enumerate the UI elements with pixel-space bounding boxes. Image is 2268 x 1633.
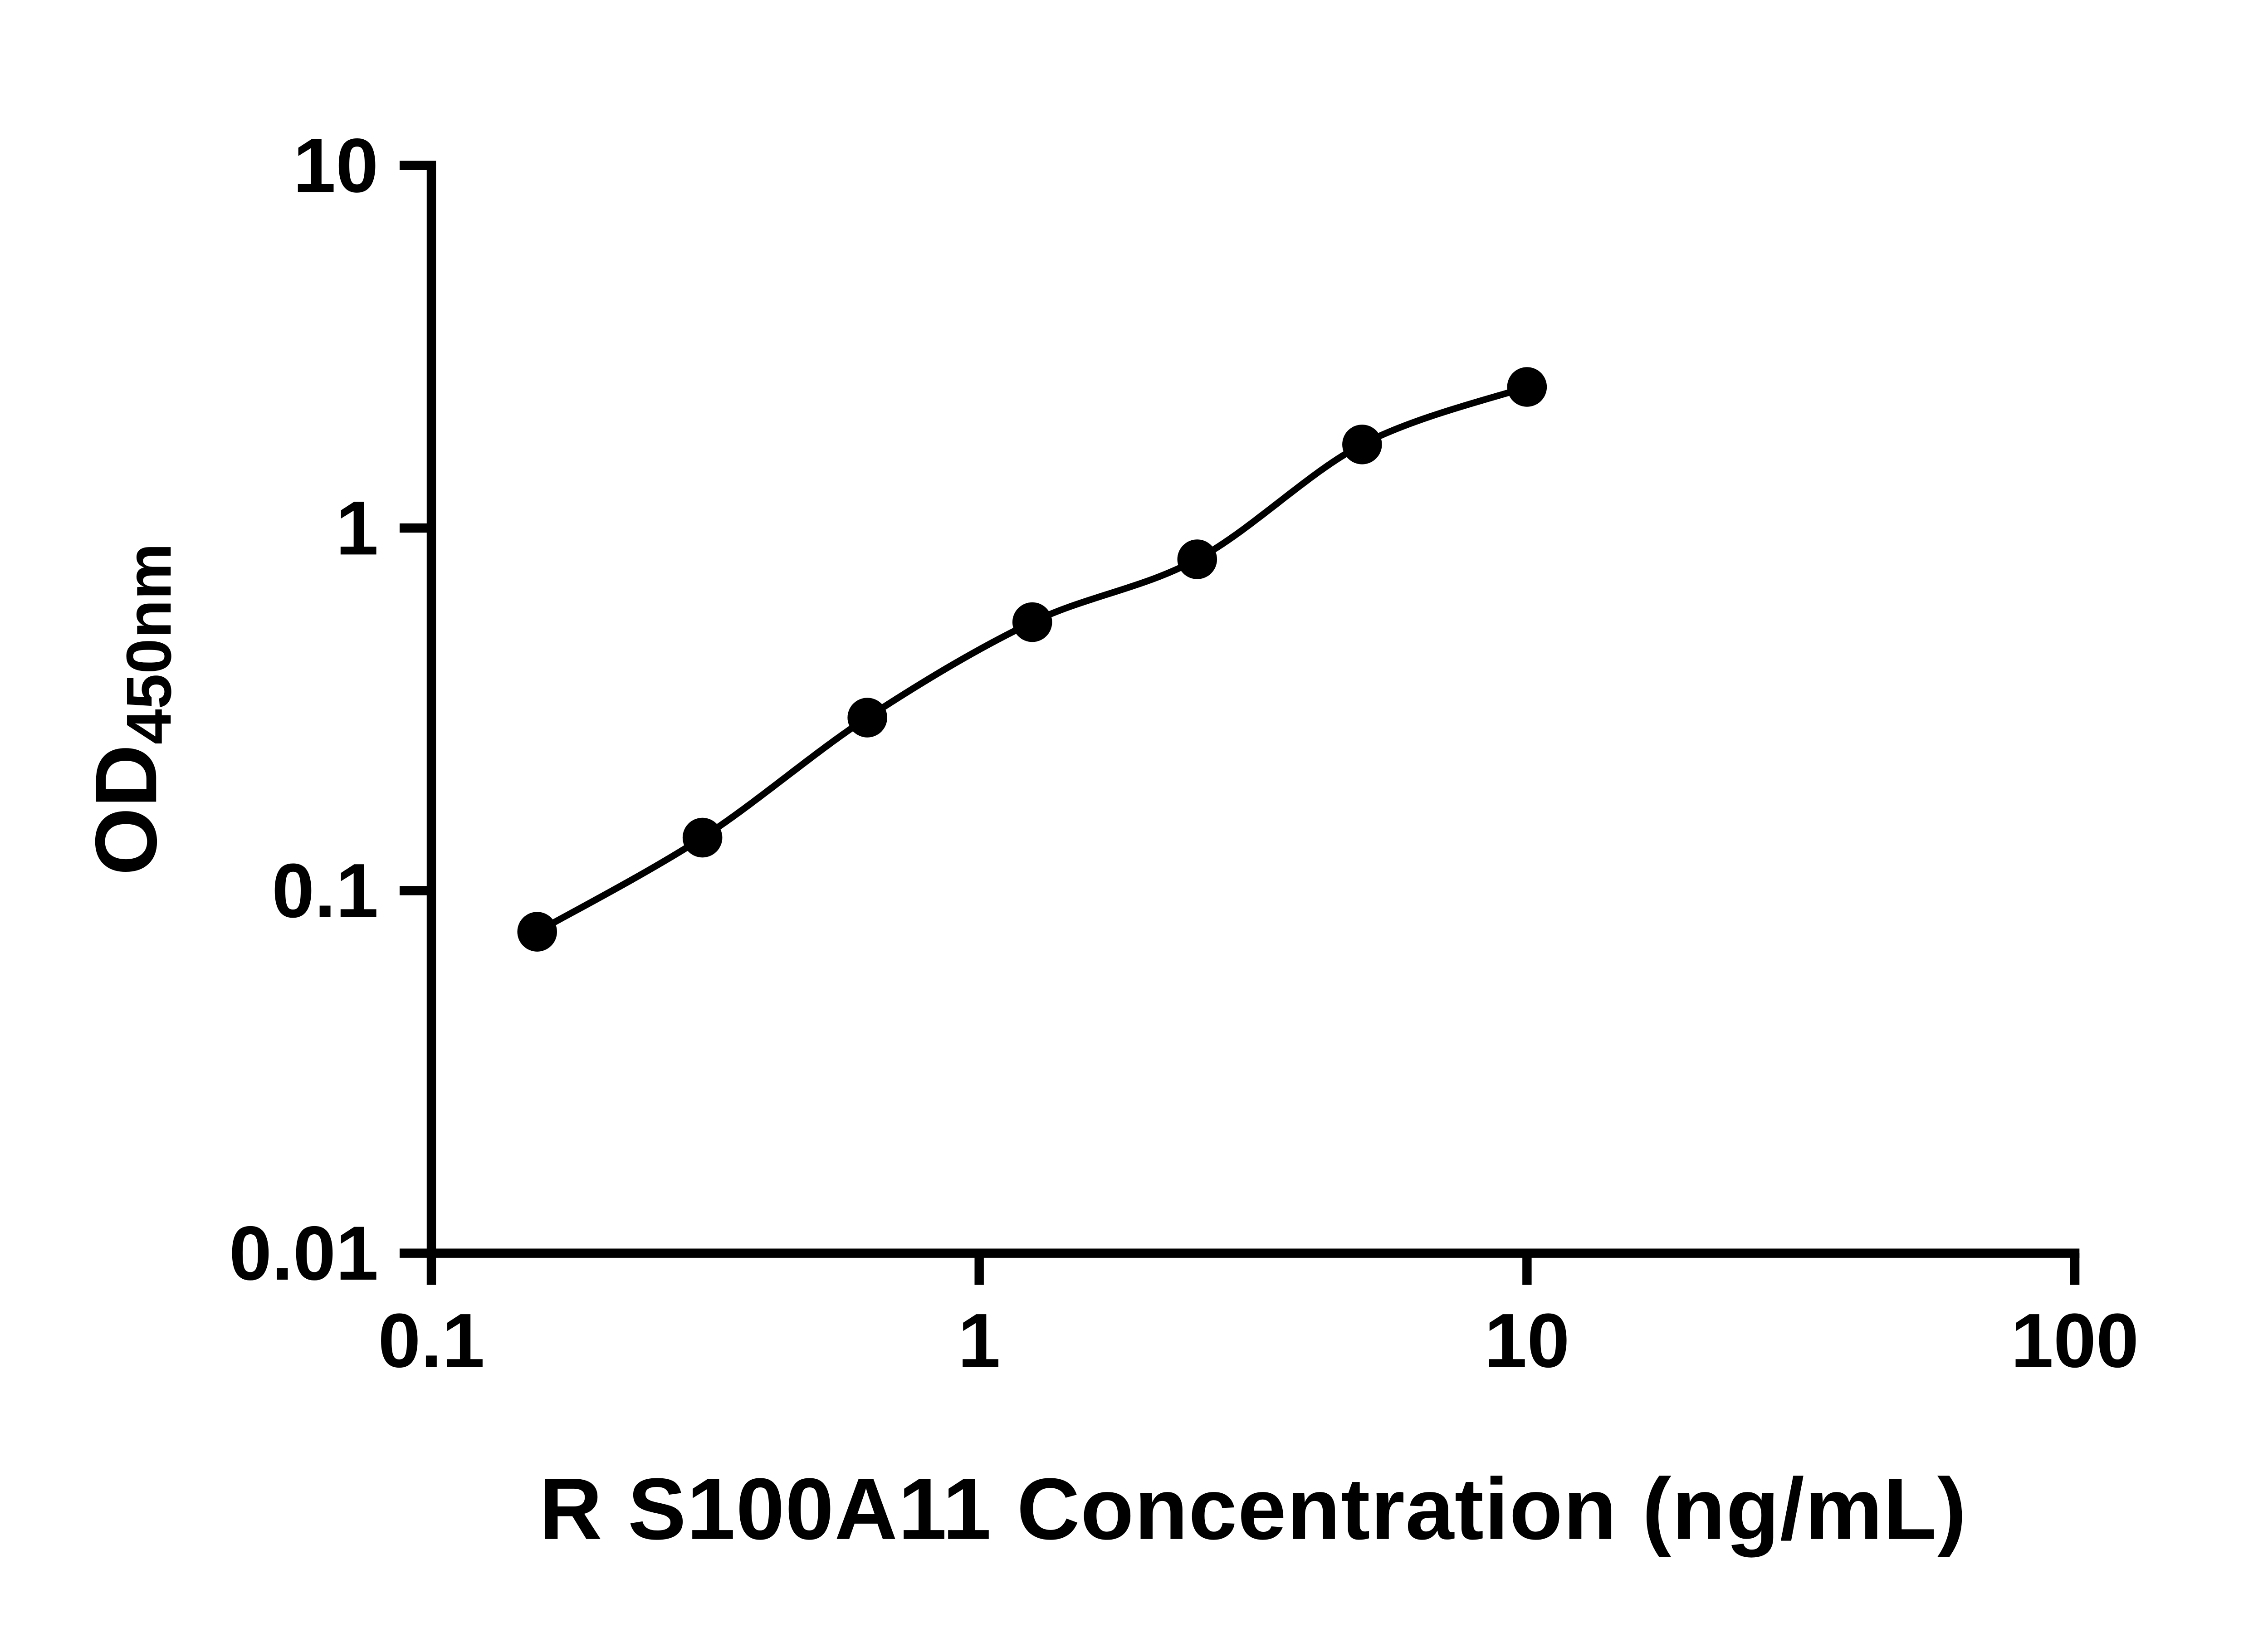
x-tick-label: 1 xyxy=(958,1298,1001,1384)
x-axis-title: R S100A11 Concentration (ng/mL) xyxy=(539,1459,1967,1558)
data-point xyxy=(1342,425,1382,464)
data-point xyxy=(517,912,557,952)
data-point xyxy=(1177,539,1217,579)
page-scaler: 0.1 1 10 100 0.01 0.1 1 10 R S100A11 Concentrat… xyxy=(0,22,2268,1611)
data-point xyxy=(1507,367,1547,407)
y-axis-title-subscript: 450nm xyxy=(114,543,185,745)
data-point xyxy=(847,698,887,738)
fit-curve xyxy=(535,384,1528,935)
y-tick-label: 0.01 xyxy=(229,1210,378,1296)
y-axis-title-main: OD xyxy=(77,744,175,875)
y-tick-label: 1 xyxy=(336,485,378,571)
elisa-standard-curve-figure: 0.1 1 10 100 0.01 0.1 1 10 R S100A11 Concentrat… xyxy=(0,22,2268,1611)
x-tick-label: 0.1 xyxy=(378,1298,484,1384)
data-point xyxy=(682,817,723,858)
data-point xyxy=(1012,602,1052,642)
y-tick-label: 0.1 xyxy=(272,848,378,934)
y-axis-title: OD450nm xyxy=(75,543,185,875)
y-tick-label: 10 xyxy=(293,122,378,208)
axes-lines xyxy=(426,161,2080,1258)
x-tick-label: 10 xyxy=(1484,1298,1569,1384)
x-tick-label: 100 xyxy=(2011,1298,2139,1384)
